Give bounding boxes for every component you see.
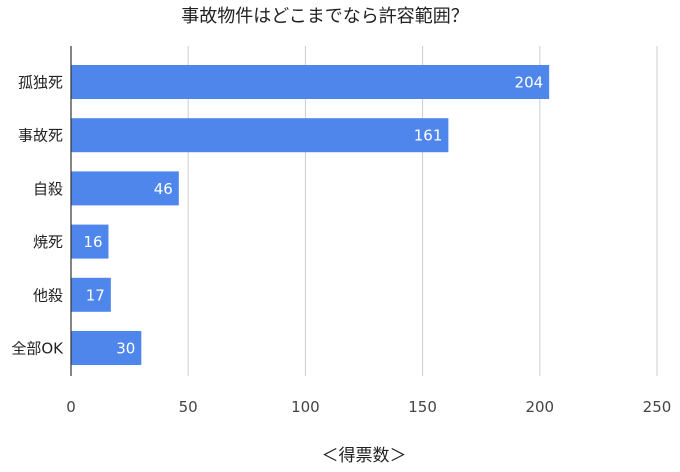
bar-value-label: 161 <box>414 127 443 145</box>
x-tick-label: 0 <box>66 398 76 416</box>
category-label: 焼死 <box>33 233 63 251</box>
x-axis-title: ＜得票数＞ <box>322 446 407 466</box>
bar-value-label: 17 <box>86 286 105 304</box>
bar <box>71 224 109 259</box>
category-label: 孤独死 <box>18 74 63 92</box>
bar-value-label: 46 <box>154 180 173 198</box>
bar <box>71 171 179 206</box>
gridlines <box>187 46 658 376</box>
bars: 204 161 46 16 17 30 <box>71 65 550 365</box>
bar <box>71 331 142 365</box>
bar-value-label: 16 <box>83 233 102 251</box>
x-tick-label: 150 <box>408 398 437 416</box>
x-tick-label: 100 <box>291 398 320 416</box>
category-label: 他殺 <box>33 286 63 304</box>
category-label: 全部OK <box>11 340 64 358</box>
x-tick-label: 50 <box>179 398 198 416</box>
category-label: 自殺 <box>33 180 63 198</box>
bar <box>71 277 111 312</box>
x-tick-labels: 0 50 100 150 200 250 <box>66 398 671 416</box>
x-tick-label: 250 <box>643 398 672 416</box>
bar <box>71 118 449 153</box>
bar-value-label: 30 <box>116 340 135 358</box>
category-label: 事故死 <box>18 127 63 145</box>
x-tick-label: 200 <box>525 398 554 416</box>
bar <box>71 65 550 99</box>
chart-title: 事故物件はどこまでなら許容範囲？ <box>181 6 468 27</box>
bar-value-label: 204 <box>515 74 544 92</box>
